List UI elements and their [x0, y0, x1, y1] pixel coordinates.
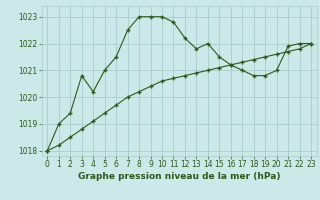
- X-axis label: Graphe pression niveau de la mer (hPa): Graphe pression niveau de la mer (hPa): [78, 172, 280, 181]
